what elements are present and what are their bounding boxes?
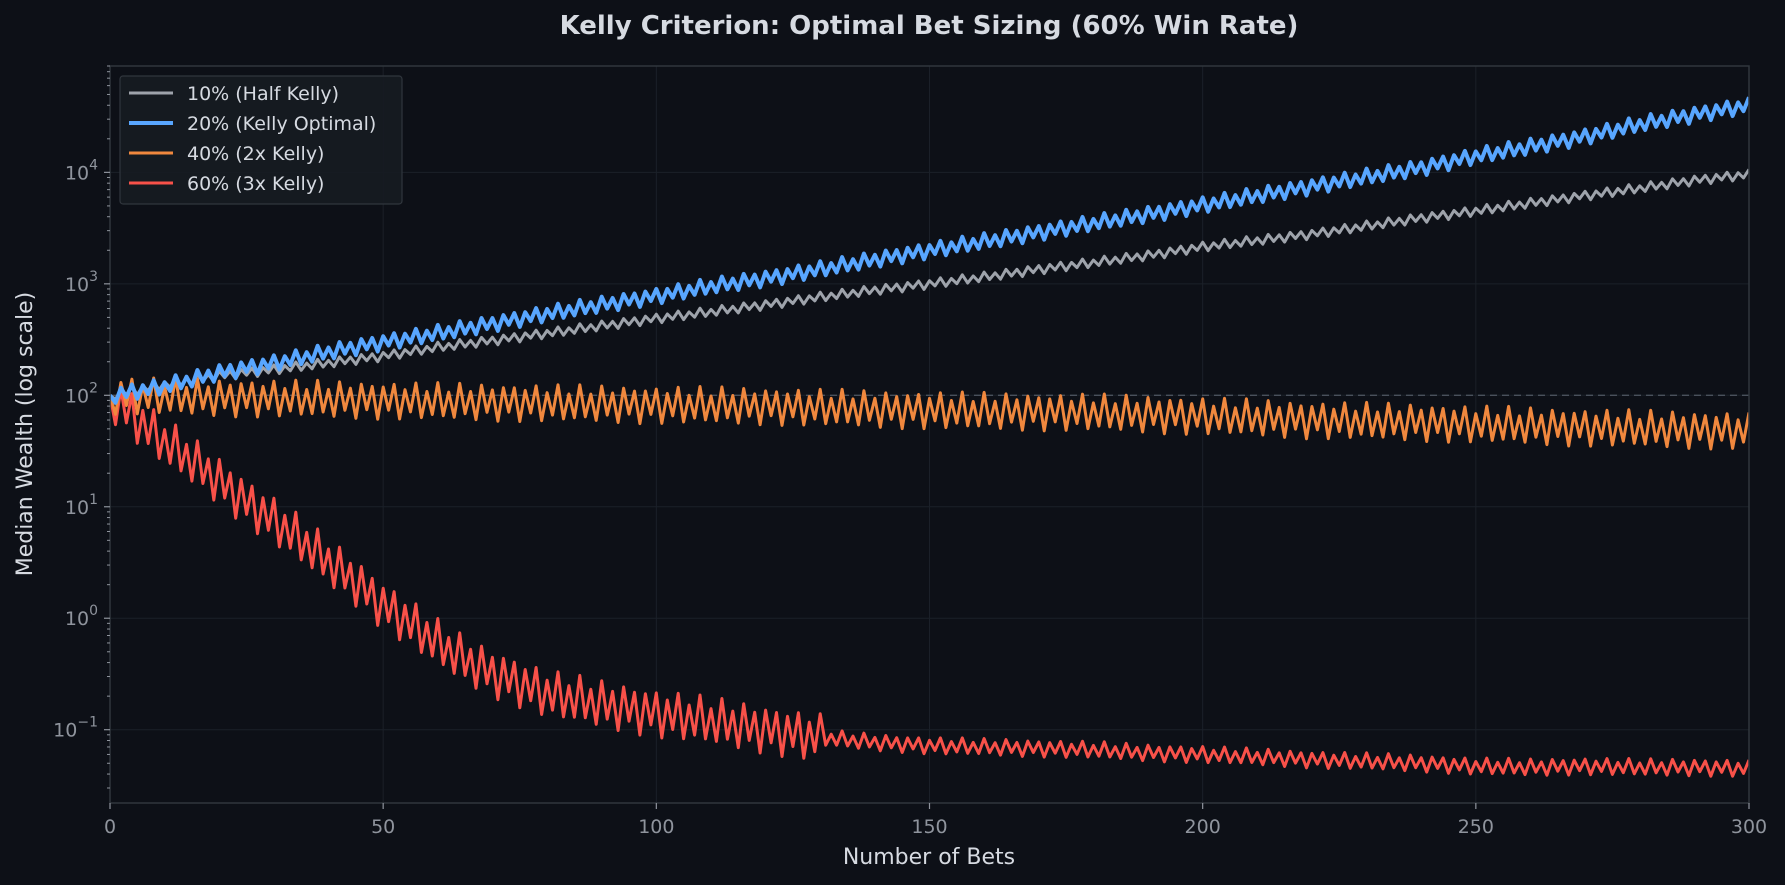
- series-line-2: [110, 376, 1749, 451]
- y-axis-label: Median Wealth (log scale): [13, 292, 38, 577]
- x-tick-label: 300: [1731, 816, 1767, 838]
- y-axis: 10−1 100 101 102 103 104: [53, 65, 110, 789]
- y-tick-label: 102: [65, 380, 98, 407]
- x-tick-label: 150: [911, 816, 947, 838]
- series-line-1: [110, 96, 1749, 405]
- y-tick-label: 100: [65, 603, 98, 630]
- y-tick-label: 103: [65, 269, 98, 296]
- legend-label-0: 10% (Half Kelly): [187, 83, 339, 105]
- legend-box: [119, 75, 403, 205]
- y-tick-label: 10−1: [53, 715, 98, 742]
- x-tick-label: 200: [1185, 816, 1221, 838]
- legend: 10% (Half Kelly) 20% (Kelly Optimal) 40% (…: [119, 75, 403, 205]
- legend-label-2: 40% (2x Kelly): [187, 143, 324, 165]
- series-layer: [110, 96, 1749, 778]
- legend-label-1: 20% (Kelly Optimal): [187, 113, 376, 135]
- y-tick-label: 104: [65, 157, 98, 184]
- x-axis-label: Number of Bets: [843, 845, 1015, 870]
- legend-label-3: 60% (3x Kelly): [187, 173, 324, 195]
- x-tick-label: 0: [104, 816, 116, 838]
- x-axis: 0 50 100 150 200 250 300: [104, 803, 1767, 838]
- x-tick-label: 250: [1458, 816, 1494, 838]
- x-tick-label: 50: [371, 816, 395, 838]
- chart-title: Kelly Criterion: Optimal Bet Sizing (60%…: [560, 11, 1299, 41]
- x-tick-label: 100: [638, 816, 674, 838]
- y-tick-label: 101: [65, 492, 98, 519]
- series-line-3: [110, 386, 1749, 778]
- series-line-0: [110, 168, 1749, 401]
